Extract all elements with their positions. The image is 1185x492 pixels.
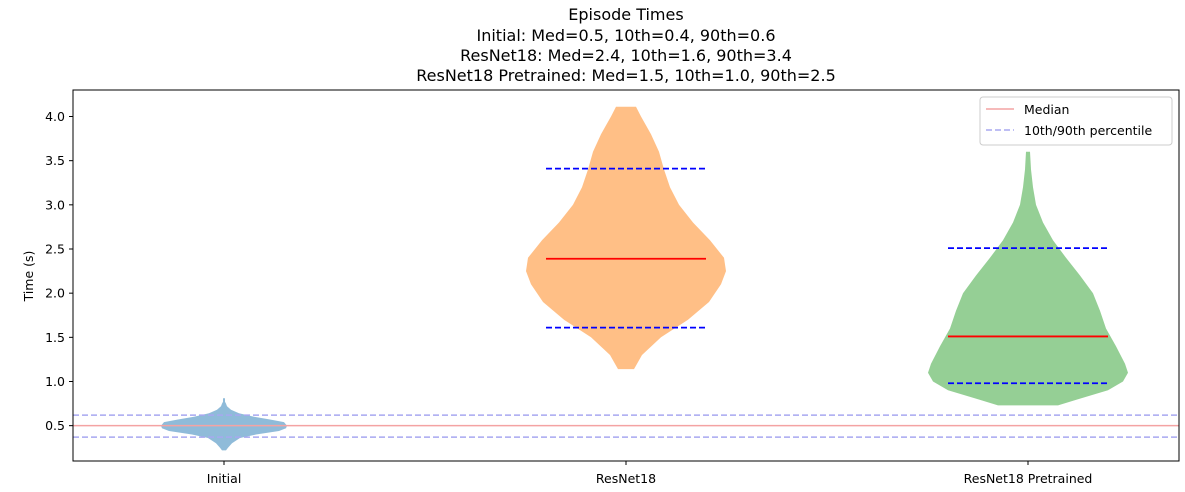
y-tick-label: 1.0	[45, 374, 65, 389]
y-tick-label: 3.0	[45, 197, 65, 212]
legend-median-label: Median	[1024, 102, 1069, 117]
y-tick-label: 2.5	[45, 242, 65, 257]
y-tick-label: 4.0	[45, 109, 65, 124]
x-tick-label: ResNet18	[596, 471, 656, 486]
violin-3	[928, 151, 1128, 406]
chart-subtitle-initial: Initial: Med=0.5, 10th=0.4, 90th=0.6	[477, 26, 776, 45]
axes: 0.5 1.0 1.5 2.0 2.5 3.0 3.5 4.0 Initial ResNet18 R…	[45, 109, 1092, 486]
x-tick-label: ResNet18 Pretrained	[964, 471, 1093, 486]
y-axis-label: Time (s)	[21, 251, 36, 303]
y-tick-label: 3.5	[45, 153, 65, 168]
y-tick-label: 2.0	[45, 286, 65, 301]
violin-2	[526, 106, 726, 370]
chart-title: Episode Times	[568, 5, 683, 24]
legend: Median 10th/90th percentile	[979, 96, 1173, 146]
y-tick-label: 1.5	[45, 330, 65, 345]
plot-area	[73, 106, 1179, 451]
x-tick-label: Initial	[207, 471, 242, 486]
legend-box	[979, 96, 1173, 146]
legend-percentile-label: 10th/90th percentile	[1024, 123, 1152, 138]
chart-subtitle-resnet18-pretrained: ResNet18 Pretrained: Med=1.5, 10th=1.0, …	[416, 66, 836, 85]
chart-subtitle-resnet18: ResNet18: Med=2.4, 10th=1.6, 90th=3.4	[460, 46, 792, 65]
violin-1	[161, 398, 287, 451]
y-tick-label: 0.5	[45, 418, 65, 433]
